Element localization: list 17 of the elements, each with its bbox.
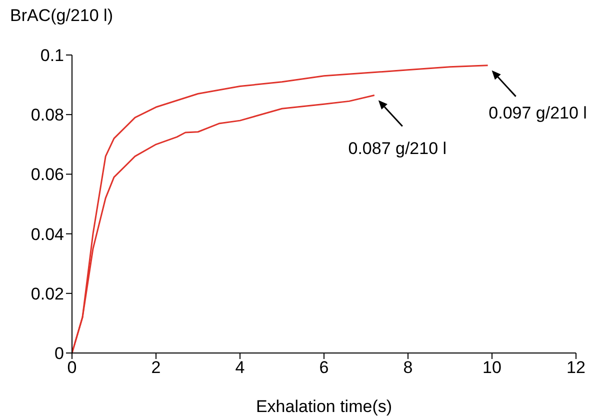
y-axis-title: BrAC(g/210 l) xyxy=(10,6,113,26)
x-tick-label: 10 xyxy=(482,358,502,378)
x-tick-label: 12 xyxy=(566,358,586,378)
x-tick-label: 0 xyxy=(67,358,77,378)
y-tick-label: 0.04 xyxy=(30,224,64,244)
y-tick-label: 0.02 xyxy=(30,284,64,304)
y-tick-label: 0.06 xyxy=(30,165,64,184)
x-tick-label: 6 xyxy=(319,358,329,378)
x-axis-title: Exhalation time(s) xyxy=(256,397,392,416)
x-tick-label: 2 xyxy=(151,358,161,378)
annotation: 0.097 g/210 l xyxy=(488,103,587,122)
y-tick-label: 0.08 xyxy=(30,106,64,125)
y-tick-label: 0 xyxy=(54,344,64,364)
x-tick-label: 8 xyxy=(403,358,413,378)
y-tick-label: 0.1 xyxy=(40,46,64,66)
x-tick-label: 4 xyxy=(235,358,245,378)
annotation: 0.087 g/210 l xyxy=(348,139,447,158)
